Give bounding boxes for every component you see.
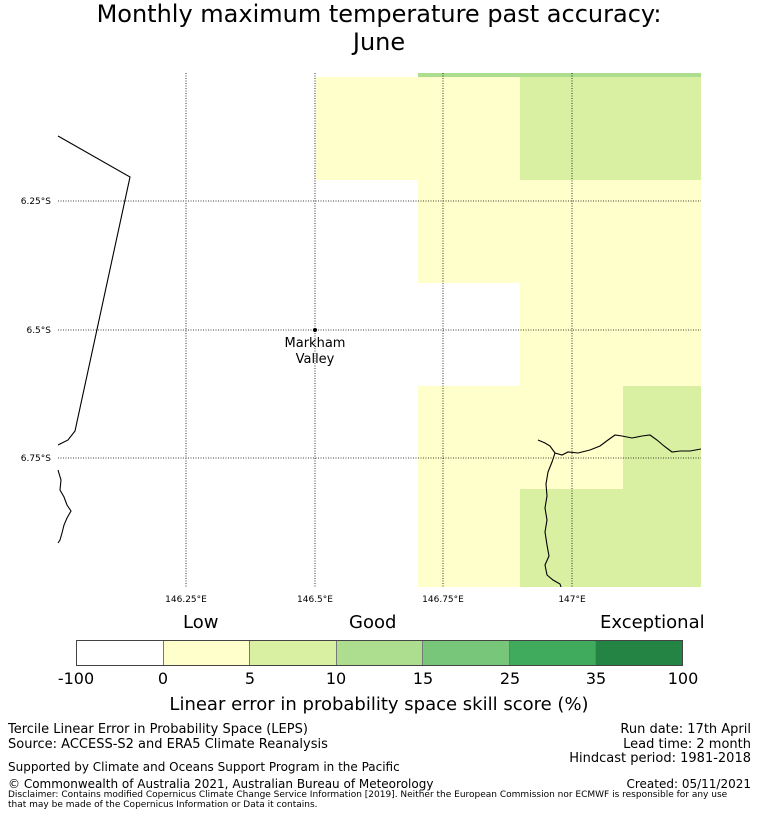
lat-tick-label: 6.75°S xyxy=(21,454,52,464)
river xyxy=(544,452,562,588)
place-label-line-1: Markham xyxy=(285,336,346,351)
lat-tick-label: 6.5°S xyxy=(26,326,51,336)
footer-support: Supported by Climate and Oceans Support … xyxy=(8,760,400,774)
footer-copyright: © Commonwealth of Australia 2021, Austra… xyxy=(8,777,434,791)
colorbar-tick: 100 xyxy=(667,669,699,688)
coastline-west xyxy=(57,469,72,544)
colorbar-tick: 15 xyxy=(412,669,434,688)
lon-tick-label: 147°E xyxy=(558,595,586,605)
colorbar-tick: 5 xyxy=(244,669,256,688)
colorbar-tick: 25 xyxy=(499,669,521,688)
colorbar xyxy=(76,640,683,666)
colorbar-tick: 0 xyxy=(157,669,169,688)
markham-valley-marker xyxy=(313,328,317,332)
colorbar-tick: 10 xyxy=(325,669,347,688)
lon-tick-label: 146.5°E xyxy=(297,595,333,605)
cell-good-top-strip xyxy=(418,73,701,77)
footer-disclaimer-1: Disclaimer: Contains modified Copernicus… xyxy=(8,790,728,800)
lon-tick-label: 146.25°E xyxy=(165,595,207,605)
cell-good xyxy=(520,489,701,587)
map-panel: Markham Valley 146.25°E 146.5°E 146.75°E… xyxy=(21,73,702,605)
lat-tick-label: 6.25°S xyxy=(21,197,52,207)
title-line-1: Monthly maximum temperature past accurac… xyxy=(96,0,662,28)
footer-run-date: Run date: 17th April xyxy=(620,722,751,737)
footer-hindcast: Hindcast period: 1981-2018 xyxy=(569,751,751,766)
title-line-2: June xyxy=(352,28,406,56)
cell-low xyxy=(418,386,623,489)
boundary-line xyxy=(57,135,131,446)
cell-low xyxy=(520,283,701,386)
cell-good xyxy=(520,77,701,180)
footer-source: Source: ACCESS-S2 and ERA5 Climate Reana… xyxy=(8,737,328,752)
colorbar-bin xyxy=(163,641,251,665)
footer-disclaimer-2: that may be made of the Copernicus Infor… xyxy=(8,800,318,810)
colorbar-bin xyxy=(250,641,337,665)
colorbar-tick: 35 xyxy=(585,669,607,688)
footer-created: Created: 05/11/2021 xyxy=(626,777,751,791)
colorbar-bin xyxy=(509,641,597,665)
colorbar-title: Linear error in probability space skill … xyxy=(169,694,589,715)
lon-tick-labels: 146.25°E 146.5°E 146.75°E 147°E xyxy=(165,595,586,605)
colorbar-bin xyxy=(77,641,164,665)
colorbar-bin xyxy=(423,641,510,665)
coastlines xyxy=(57,135,702,588)
chart-title: Monthly maximum temperature past accurac… xyxy=(0,0,758,56)
cell-low xyxy=(315,77,520,180)
gridlines xyxy=(58,73,701,587)
lat-tick-labels: 6.25°S 6.5°S 6.75°S xyxy=(21,197,52,464)
lon-tick-label: 146.75°E xyxy=(422,595,464,605)
cell-low xyxy=(418,489,520,587)
footer-method: Tercile Linear Error in Probability Spac… xyxy=(8,722,308,737)
place-label-line-2: Valley xyxy=(296,352,335,367)
colorbar-bin xyxy=(596,641,683,665)
colorbar-bin xyxy=(336,641,424,665)
footer-lead-time: Lead time: 2 month xyxy=(623,737,751,752)
category-label-exceptional: Exceptional xyxy=(600,612,705,633)
cell-low xyxy=(418,180,701,283)
skill-cells xyxy=(315,73,701,587)
category-label-low: Low xyxy=(183,612,219,633)
coastline-east xyxy=(537,434,702,456)
colorbar-tick: -100 xyxy=(57,669,95,688)
category-label-good: Good xyxy=(349,612,397,633)
